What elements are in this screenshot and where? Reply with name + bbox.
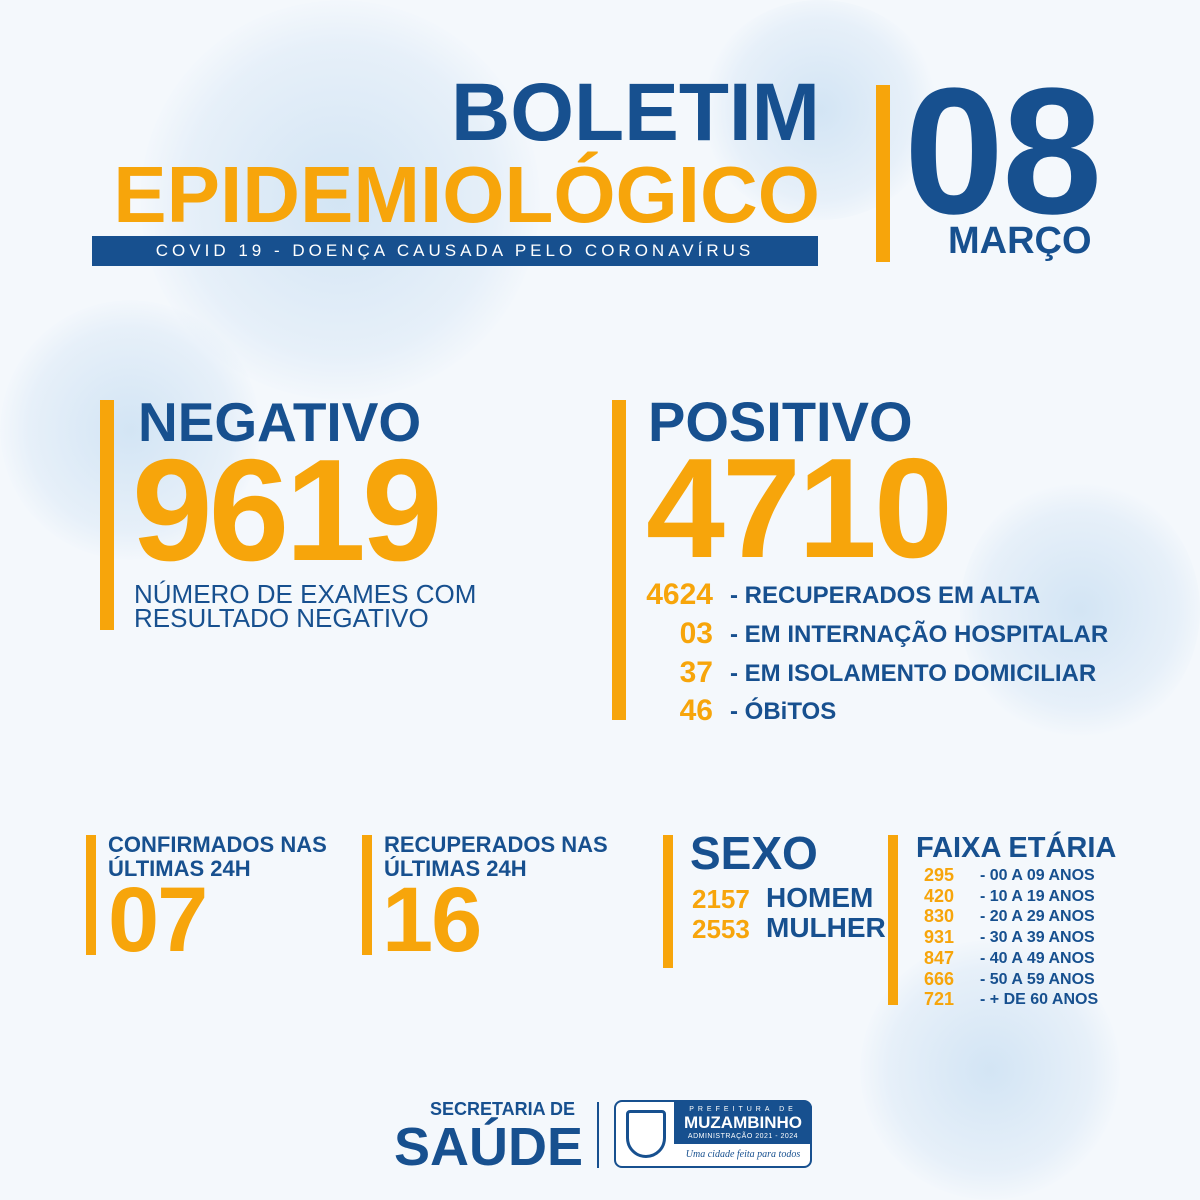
confirmados-value: 07 xyxy=(108,869,208,971)
recuperados-value: 16 xyxy=(382,869,482,971)
logo-slogan: Uma cidade feita para todos xyxy=(685,1149,801,1160)
faixa-bar xyxy=(888,835,898,1005)
recuperados-label-2: ÚLTIMAS 24H xyxy=(384,856,527,881)
faixa-row-value: 666 xyxy=(923,968,954,989)
recuperados-label-1: RECUPERADOS NAS xyxy=(384,832,608,857)
sexo-row-value: 2157 xyxy=(692,884,750,914)
negativo-label: NEGATIVO xyxy=(138,391,422,453)
date-month: MARÇO xyxy=(948,220,1092,262)
positivo-row-value: 46 xyxy=(679,694,713,727)
confirmados-label-2: ÚLTIMAS 24H xyxy=(108,856,251,881)
positivo-bar xyxy=(612,400,626,720)
muzambinho-logo: PREFEITURA DE MUZAMBINHO ADMINISTRAÇÃO 2… xyxy=(614,1100,812,1168)
faixa-row-label: - 40 A 49 ANOS xyxy=(980,949,1095,967)
faixa-label: FAIXA ETÁRIA xyxy=(916,832,1117,864)
subtitle-banner: COVID 19 - DOENÇA CAUSADA PELO CORONAVÍR… xyxy=(92,236,818,266)
recuperados-bar xyxy=(362,835,372,955)
positivo-row-label: - RECUPERADOS EM ALTA xyxy=(730,582,1041,609)
title-boletim: BOLETIM xyxy=(451,67,820,158)
sexo-row-label: HOMEM xyxy=(766,882,874,913)
positivo-row-label: - EM ISOLAMENTO DOMICILIAR xyxy=(730,660,1097,687)
logo-banner: PREFEITURA DE MUZAMBINHO ADMINISTRAÇÃO 2… xyxy=(674,1102,812,1144)
date-day: 08 xyxy=(904,51,1102,252)
sexo-row-value: 2553 xyxy=(692,914,750,944)
positivo-value: 4710 xyxy=(646,429,953,588)
virus-decoration xyxy=(860,940,1120,1200)
footer-saude: SAÚDE xyxy=(394,1117,584,1177)
faixa-row-label: - 10 A 19 ANOS xyxy=(980,887,1095,905)
coat-of-arms-icon xyxy=(626,1110,666,1158)
virus-decoration xyxy=(140,0,540,400)
title-epidemiologico: EPIDEMIOLÓGICO xyxy=(113,150,820,239)
faixa-row-value: 830 xyxy=(923,906,954,927)
faixa-row-value: 295 xyxy=(923,865,954,885)
sexo-row-label: MULHER xyxy=(766,912,886,943)
header-divider xyxy=(876,85,890,262)
virus-decoration xyxy=(700,0,940,220)
positivo-row-value: 4624 xyxy=(646,578,713,611)
logo-prefeitura: PREFEITURA DE xyxy=(689,1106,797,1113)
faixa-row-value: 847 xyxy=(923,947,954,968)
negativo-caption-1: NÚMERO DE EXAMES COM xyxy=(134,579,477,609)
faixa-row-value: 721 xyxy=(923,989,954,1010)
sexo-bar xyxy=(663,835,673,968)
logo-admin: ADMINISTRAÇÃO 2021 - 2024 xyxy=(687,1133,799,1140)
positivo-row-value: 37 xyxy=(679,656,713,689)
negativo-value: 9619 xyxy=(132,429,443,591)
footer-secretaria: SECRETARIA DE xyxy=(430,1099,576,1119)
logo-city: MUZAMBINHO xyxy=(683,1113,803,1132)
faixa-row-label: - 30 A 39 ANOS xyxy=(980,929,1095,947)
faixa-row-label: - 20 A 29 ANOS xyxy=(980,908,1095,926)
faixa-row-value: 420 xyxy=(923,885,954,906)
positivo-row-label: - ÓBiTOS xyxy=(730,698,837,725)
faixa-row-label: - 00 A 09 ANOS xyxy=(980,867,1095,884)
faixa-row-value: 931 xyxy=(923,927,954,948)
virus-decoration xyxy=(960,480,1200,740)
faixa-row-label: - + DE 60 ANOS xyxy=(980,991,1099,1009)
negativo-bar xyxy=(100,400,114,630)
positivo-row-label: - EM INTERNAÇÃO HOSPITALAR xyxy=(730,621,1109,648)
faixa-row-label: - 50 A 59 ANOS xyxy=(980,970,1095,988)
positivo-row-value: 03 xyxy=(679,617,713,650)
confirmados-label-1: CONFIRMADOS NAS xyxy=(108,832,327,857)
virus-decoration xyxy=(0,300,260,560)
footer-divider xyxy=(597,1102,599,1168)
negativo-caption-2: RESULTADO NEGATIVO xyxy=(134,603,429,633)
sexo-label: SEXO xyxy=(690,827,818,879)
subtitle-text: COVID 19 - DOENÇA CAUSADA PELO CORONAVÍR… xyxy=(155,241,755,260)
positivo-label: POSITIVO xyxy=(648,390,913,453)
confirmados-bar xyxy=(86,835,96,955)
